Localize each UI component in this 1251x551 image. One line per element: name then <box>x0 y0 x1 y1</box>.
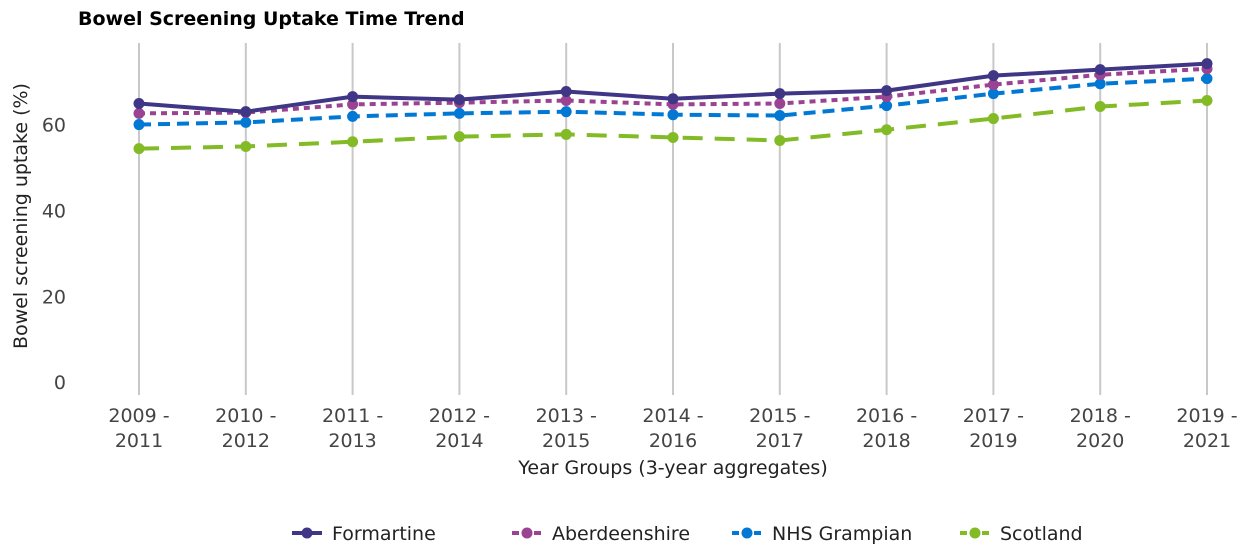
point <box>453 94 465 106</box>
point <box>453 107 465 119</box>
x-tick-label: 2013 -2015 <box>536 405 597 452</box>
x-tick-label: 2010 -2012 <box>215 405 276 452</box>
chart-title: Bowel Screening Uptake Time Trend <box>78 8 465 30</box>
point <box>347 110 359 122</box>
point <box>881 100 893 112</box>
point <box>453 131 465 143</box>
point <box>1201 73 1213 85</box>
legend-label: Formartine <box>332 523 436 545</box>
point <box>774 134 786 146</box>
point <box>240 140 252 152</box>
point <box>774 98 786 110</box>
point <box>667 93 679 105</box>
x-tick-label: 2016 -2018 <box>856 405 917 452</box>
x-tick-label: 2014 -2016 <box>642 405 703 452</box>
x-tick-label: 2011 -2013 <box>322 405 383 452</box>
series-line <box>138 98 1208 151</box>
point <box>881 85 893 97</box>
y-tick-label: 0 <box>54 372 66 394</box>
legend-marker <box>301 527 313 539</box>
point <box>560 128 572 140</box>
legend-marker <box>969 527 981 539</box>
legend-marker <box>521 527 533 539</box>
x-tick-label: 2012 -2014 <box>429 405 490 452</box>
point <box>560 95 572 107</box>
point <box>133 119 145 131</box>
series-line <box>138 66 1208 116</box>
legend-label: NHS Grampian <box>772 523 912 545</box>
point <box>240 116 252 128</box>
point <box>667 131 679 143</box>
legend-marker <box>741 527 753 539</box>
point <box>1094 64 1106 76</box>
x-tick-label: 2017 -2019 <box>963 405 1024 452</box>
x-tick-label: 2009 -2011 <box>108 405 169 452</box>
y-tick-label: 40 <box>42 200 66 222</box>
point <box>1201 58 1213 70</box>
point <box>347 136 359 148</box>
point <box>987 79 999 91</box>
point <box>774 110 786 122</box>
point <box>1094 101 1106 113</box>
point <box>347 91 359 103</box>
legend-label: Aberdeenshire <box>552 523 690 545</box>
x-axis-label: Year Groups (3-year aggregates) <box>517 457 828 479</box>
point <box>987 113 999 125</box>
point <box>133 143 145 155</box>
y-tick-label: 60 <box>42 115 66 137</box>
point <box>560 86 572 98</box>
y-tick-label: 20 <box>42 286 66 308</box>
point <box>1094 78 1106 90</box>
point <box>987 88 999 100</box>
x-tick-label: 2019 -2021 <box>1176 405 1237 452</box>
point <box>240 106 252 118</box>
point <box>1201 95 1213 107</box>
legend-label: Scotland <box>1000 523 1083 545</box>
point <box>133 98 145 110</box>
point <box>133 107 145 119</box>
point <box>987 70 999 82</box>
x-tick-label: 2018 -2020 <box>1070 405 1131 452</box>
y-axis-label: Bowel screening uptake (%) <box>10 83 32 349</box>
point <box>774 88 786 100</box>
point <box>347 98 359 110</box>
point <box>881 124 893 136</box>
point <box>560 106 572 118</box>
point <box>667 109 679 121</box>
x-tick-label: 2015 -2017 <box>749 405 810 452</box>
